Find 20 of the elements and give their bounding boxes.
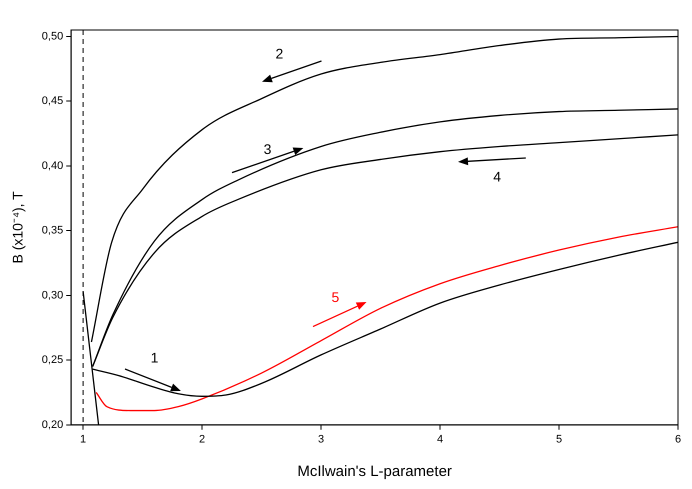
y-tick-label: 0,45: [42, 95, 64, 108]
x-tick-label: 6: [674, 433, 682, 446]
y-axis-title: B (x10⁻⁴), T: [9, 190, 26, 264]
annotation: 3: [264, 141, 272, 158]
x-tick-label: 3: [318, 433, 324, 446]
y-tick-label: 0,30: [42, 289, 64, 302]
y-tick-label: 0,20: [42, 418, 64, 431]
annotation: 5: [331, 288, 340, 305]
x-tick-label: 5: [556, 433, 562, 446]
annotation: 1: [150, 350, 159, 366]
x-tick-label: 1: [80, 433, 86, 446]
x-tick-label: 2: [199, 433, 206, 446]
x-tick-label: 4: [436, 433, 444, 446]
y-tick-label: 0,35: [42, 224, 64, 237]
y-tick-label: 0,50: [42, 30, 64, 43]
y-tick-label: 0,25: [42, 354, 64, 366]
annotation: 4: [493, 168, 502, 184]
y-tick-label: 0,40: [42, 160, 64, 172]
x-axis-title: McIlwain's L-parameter: [297, 463, 452, 480]
annotation: 2: [276, 45, 284, 62]
